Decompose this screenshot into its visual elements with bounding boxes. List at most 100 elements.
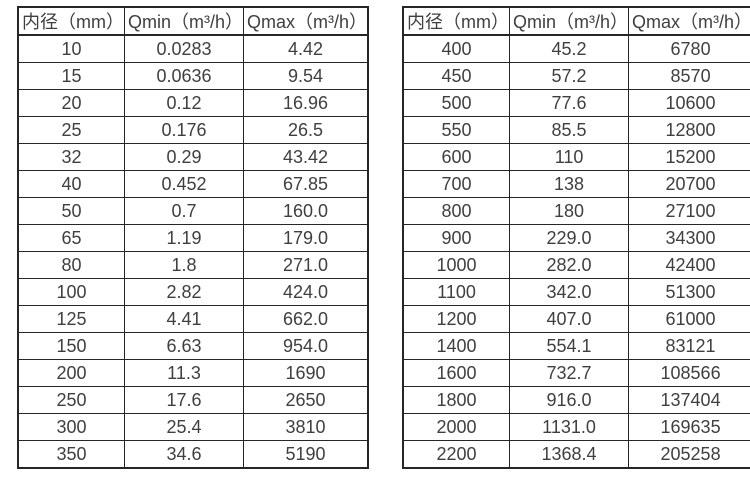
table-cell: 916.0 xyxy=(509,386,630,414)
table-cell: 20700 xyxy=(628,170,750,198)
table-cell: 400 xyxy=(402,34,511,63)
table-row: 2200 1368.4 205258 xyxy=(402,440,750,469)
table-cell: 51300 xyxy=(628,278,750,306)
table-cell: 180 xyxy=(509,197,630,225)
table-row: 25 0.176 26.5 xyxy=(17,116,369,144)
table-cell: 350 xyxy=(17,440,125,469)
table-row: 300 25.4 3810 xyxy=(17,413,369,441)
table-row: 1000 282.0 42400 xyxy=(402,251,750,279)
table-cell: 4.42 xyxy=(243,34,369,63)
table-cell: 25.4 xyxy=(123,413,245,441)
table-row: 150 6.63 954.0 xyxy=(17,332,369,360)
table-cell: 34.6 xyxy=(123,440,245,469)
table-cell: 1100 xyxy=(402,278,511,306)
table-row: 10 0.0283 4.42 xyxy=(17,34,369,63)
table-cell: 83121 xyxy=(628,332,750,360)
table-cell: 2650 xyxy=(243,386,369,414)
table-row: 900 229.0 34300 xyxy=(402,224,750,252)
table-cell: 550 xyxy=(402,116,511,144)
table-cell: 1.19 xyxy=(123,224,245,252)
table-cell: 554.1 xyxy=(509,332,630,360)
table-cell: 732.7 xyxy=(509,359,630,387)
table-row: 500 77.6 10600 xyxy=(402,89,750,117)
table-cell: 200 xyxy=(17,359,125,387)
table-cell: 137404 xyxy=(628,386,750,414)
table-row: 80 1.8 271.0 xyxy=(17,251,369,279)
header-row: 内径（mm） Qmin（m³/h） Qmax（m³/h） xyxy=(402,6,750,36)
header-row: 内径（mm） Qmin（m³/h） Qmax（m³/h） xyxy=(17,6,369,36)
table-cell: 61000 xyxy=(628,305,750,333)
table-row: 700 138 20700 xyxy=(402,170,750,198)
table-cell: 1.8 xyxy=(123,251,245,279)
column-header-qmin: Qmin（m³/h） xyxy=(123,6,245,36)
table-row: 1600 732.7 108566 xyxy=(402,359,750,387)
table-cell: 424.0 xyxy=(243,278,369,306)
table-cell: 1131.0 xyxy=(509,413,630,441)
table-cell: 2000 xyxy=(402,413,511,441)
table-header: 内径（mm） Qmin（m³/h） Qmax（m³/h） xyxy=(402,6,750,36)
table-cell: 15200 xyxy=(628,143,750,171)
table-cell: 10 xyxy=(17,34,125,63)
table-cell: 85.5 xyxy=(509,116,630,144)
table-cell: 0.452 xyxy=(123,170,245,198)
table-cell: 282.0 xyxy=(509,251,630,279)
table-row: 1800 916.0 137404 xyxy=(402,386,750,414)
table-cell: 5190 xyxy=(243,440,369,469)
table-cell: 0.29 xyxy=(123,143,245,171)
table-cell: 16.96 xyxy=(243,89,369,117)
table-cell: 700 xyxy=(402,170,511,198)
table-cell: 2200 xyxy=(402,440,511,469)
table-cell: 25 xyxy=(17,116,125,144)
table-cell: 0.12 xyxy=(123,89,245,117)
table-row: 200 11.3 1690 xyxy=(17,359,369,387)
column-header-qmax: Qmax（m³/h） xyxy=(243,6,369,36)
table-cell: 43.42 xyxy=(243,143,369,171)
table-cell: 1800 xyxy=(402,386,511,414)
table-cell: 80 xyxy=(17,251,125,279)
table-cell: 6780 xyxy=(628,34,750,63)
table-cell: 45.2 xyxy=(509,34,630,63)
table-cell: 900 xyxy=(402,224,511,252)
table-cell: 662.0 xyxy=(243,305,369,333)
table-cell: 32 xyxy=(17,143,125,171)
table-cell: 0.7 xyxy=(123,197,245,225)
table-cell: 110 xyxy=(509,143,630,171)
table-cell: 34300 xyxy=(628,224,750,252)
table-cell: 271.0 xyxy=(243,251,369,279)
flow-rate-table-large-diameters: 内径（mm） Qmin（m³/h） Qmax（m³/h） 400 45.2 6780… xyxy=(402,6,750,469)
column-header-qmin: Qmin（m³/h） xyxy=(509,6,630,36)
table-cell: 40 xyxy=(17,170,125,198)
table-cell: 342.0 xyxy=(509,278,630,306)
table-cell: 100 xyxy=(17,278,125,306)
table-row: 20 0.12 16.96 xyxy=(17,89,369,117)
table-cell: 407.0 xyxy=(509,305,630,333)
table-cell: 65 xyxy=(17,224,125,252)
table-cell: 500 xyxy=(402,89,511,117)
table-row: 450 57.2 8570 xyxy=(402,62,750,90)
table-cell: 17.6 xyxy=(123,386,245,414)
table-cell: 125 xyxy=(17,305,125,333)
table-row: 250 17.6 2650 xyxy=(17,386,369,414)
table-cell: 20 xyxy=(17,89,125,117)
column-header-inner-diameter: 内径（mm） xyxy=(17,6,125,36)
table-cell: 108566 xyxy=(628,359,750,387)
table-cell: 67.85 xyxy=(243,170,369,198)
table-cell: 138 xyxy=(509,170,630,198)
table-cell: 1000 xyxy=(402,251,511,279)
table-cell: 6.63 xyxy=(123,332,245,360)
table-cell: 77.6 xyxy=(509,89,630,117)
table-cell: 12800 xyxy=(628,116,750,144)
table-cell: 300 xyxy=(17,413,125,441)
table-cell: 1400 xyxy=(402,332,511,360)
table-row: 350 34.6 5190 xyxy=(17,440,369,469)
table-body: 400 45.2 6780 450 57.2 8570 500 77.6 10600 550 85.… xyxy=(402,34,750,469)
table-cell: 0.0283 xyxy=(123,34,245,63)
table-cell: 57.2 xyxy=(509,62,630,90)
table-cell: 4.41 xyxy=(123,305,245,333)
table-cell: 160.0 xyxy=(243,197,369,225)
table-cell: 1200 xyxy=(402,305,511,333)
table-cell: 11.3 xyxy=(123,359,245,387)
table-cell: 1600 xyxy=(402,359,511,387)
table-cell: 600 xyxy=(402,143,511,171)
table-cell: 0.176 xyxy=(123,116,245,144)
